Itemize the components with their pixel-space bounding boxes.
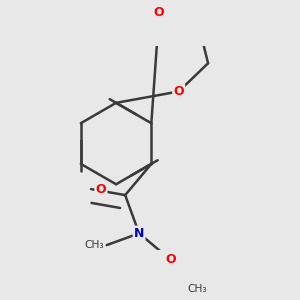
Text: CH₃: CH₃ bbox=[187, 284, 207, 294]
Text: CH₃: CH₃ bbox=[85, 240, 104, 250]
Text: O: O bbox=[154, 6, 164, 19]
Text: N: N bbox=[134, 227, 144, 240]
Text: O: O bbox=[165, 253, 175, 266]
Text: O: O bbox=[96, 183, 106, 196]
Text: O: O bbox=[173, 85, 184, 98]
